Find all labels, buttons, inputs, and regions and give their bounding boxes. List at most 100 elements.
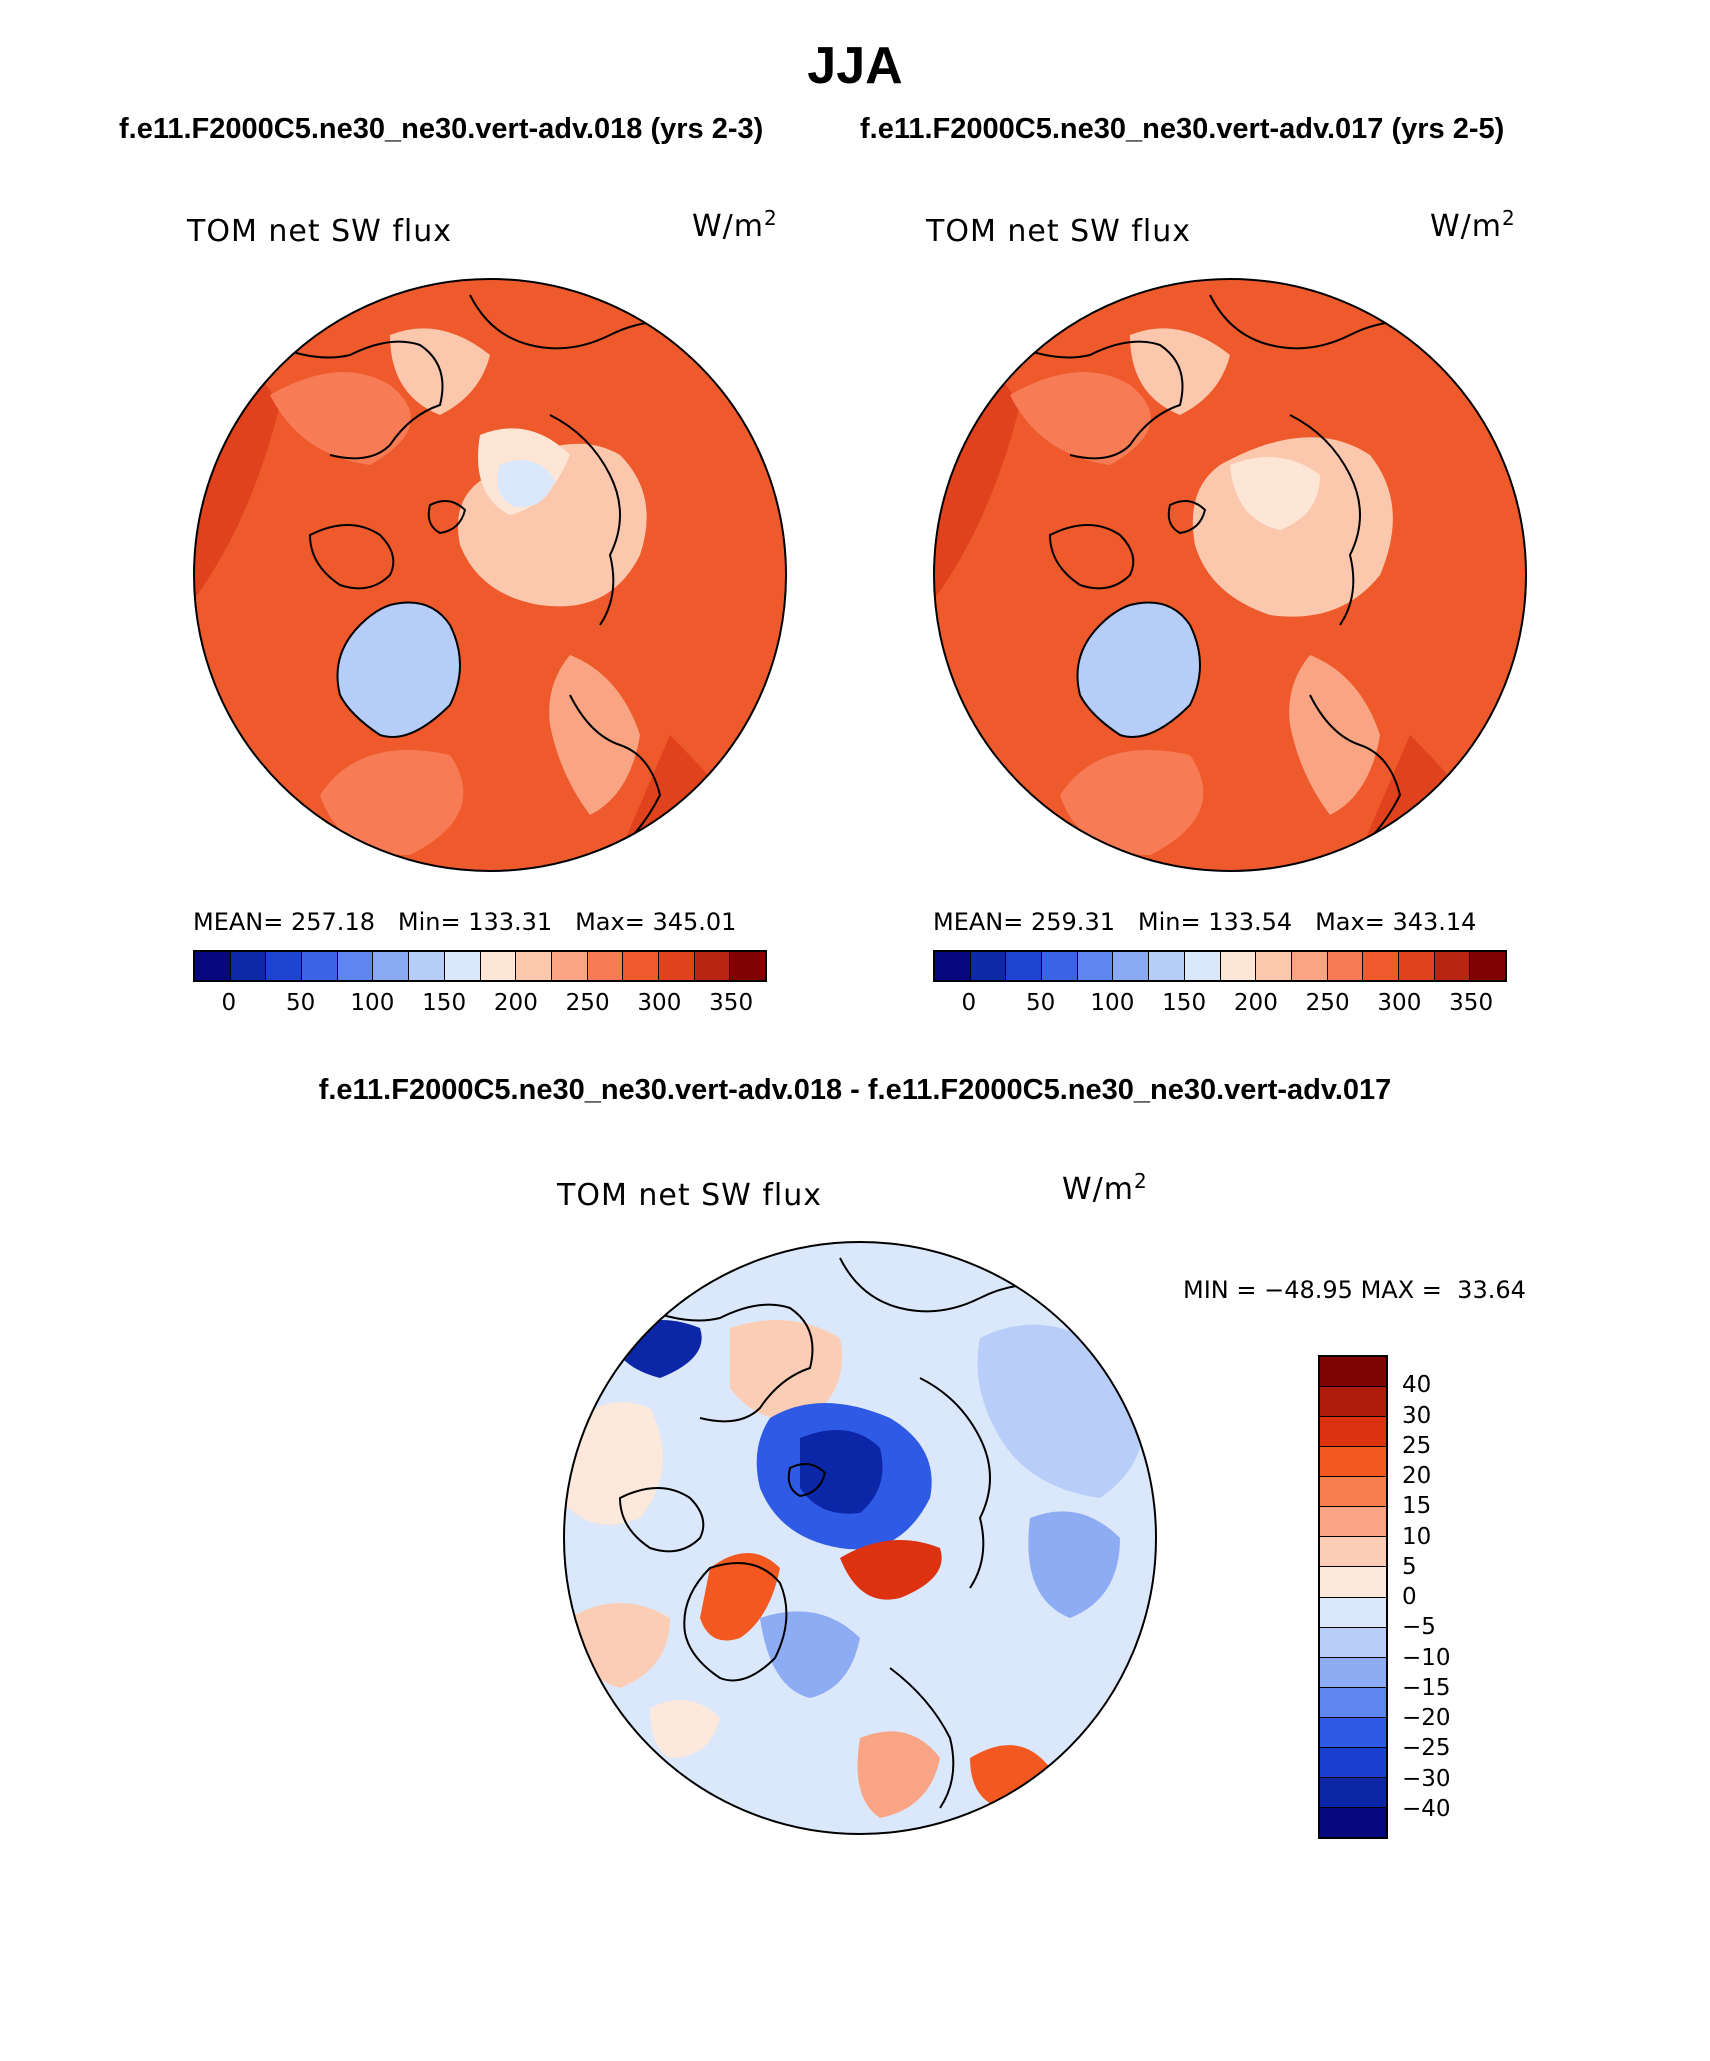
right-colorbar-box (1291, 952, 1328, 980)
diff-colorbar-ticks: 40 30 25 20 15 10 5 0 −5 −10 −15 −20 −25 −30 −40 (1394, 1355, 1514, 1839)
diff-colorbar-tick: 30 (1402, 1402, 1432, 1429)
left-colorbar-box (195, 952, 231, 980)
diff-colorbar-box (1320, 1537, 1386, 1568)
right-colorbar-ticks: 0 50 100 150 200 250 300 350 (933, 990, 1507, 1020)
right-stats: MEAN= 259.31 Min= 133.54 Max= 343.14 (933, 908, 1477, 936)
diff-colorbar-tick: −10 (1402, 1644, 1451, 1671)
left-colorbar-box (409, 952, 445, 980)
diff-colorbar-box (1320, 1687, 1386, 1718)
diff-colorbar-tick: 15 (1402, 1493, 1432, 1520)
left-colorbar-box (658, 952, 695, 980)
diff-colorbar-box (1320, 1717, 1386, 1748)
right-subtitle: f.e11.F2000C5.ne30_ne30.vert-adv.017 (yr… (860, 113, 1505, 145)
left-map-boundary (193, 278, 787, 872)
right-colorbar-box (1042, 952, 1078, 980)
diff-colorbar-box (1320, 1747, 1386, 1778)
diff-colorbar-tick: −25 (1402, 1735, 1451, 1762)
diff-min-max: MIN = −48.95 MAX = 33.64 (1183, 1276, 1526, 1304)
right-colorbar-tick: 250 (1305, 990, 1350, 1016)
right-colorbar-tick: 300 (1377, 990, 1422, 1016)
right-colorbar-box (1470, 952, 1505, 980)
diff-colorbar-tick: −30 (1402, 1765, 1451, 1792)
right-colorbar-box (1363, 952, 1399, 980)
left-stats: MEAN= 257.18 Min= 133.31 Max= 345.01 (193, 908, 737, 936)
left-panel-units: W/m2 (692, 206, 778, 244)
right-map-boundary (933, 278, 1527, 872)
left-polar-map (193, 278, 787, 872)
left-colorbar-box (551, 952, 588, 980)
diff-colorbar-box (1320, 1777, 1386, 1808)
left-colorbar-box (444, 952, 481, 980)
left-colorbar-tick: 300 (637, 990, 682, 1016)
right-colorbar-box (1327, 952, 1364, 980)
right-colorbar-box (1149, 952, 1185, 980)
diff-colorbar-tick: 10 (1402, 1523, 1432, 1550)
diff-colorbar-tick: 20 (1402, 1463, 1432, 1489)
difference-title: f.e11.F2000C5.ne30_ne30.vert-adv.018 - f… (318, 1074, 1392, 1106)
right-colorbar-box (970, 952, 1007, 980)
diff-panel-units: W/m2 (1062, 1169, 1148, 1207)
right-colorbar-box (1006, 952, 1043, 980)
left-colorbar-box (337, 952, 374, 980)
left-colorbar-box (480, 952, 517, 980)
right-colorbar-box (1220, 952, 1257, 980)
left-colorbar (193, 950, 767, 982)
right-colorbar-tick: 50 (1025, 990, 1056, 1016)
left-colorbar-box (302, 952, 338, 980)
right-colorbar (933, 950, 1507, 982)
right-colorbar-box (1113, 952, 1150, 980)
right-colorbar-tick: 100 (1090, 990, 1135, 1016)
diff-colorbar-tick: 25 (1402, 1432, 1432, 1459)
diff-colorbar-tick: 5 (1402, 1553, 1417, 1580)
right-colorbar-box (935, 952, 971, 980)
right-colorbar-box (1077, 952, 1114, 980)
left-panel-variable-label: TOM net SW flux (187, 214, 453, 249)
diff-colorbar-box (1320, 1447, 1386, 1478)
left-colorbar-box (694, 952, 731, 980)
right-colorbar-box (1256, 952, 1292, 980)
diff-colorbar-tick: −40 (1402, 1795, 1451, 1822)
diff-colorbar-box (1320, 1597, 1386, 1628)
left-colorbar-tick: 200 (493, 990, 538, 1016)
right-panel-variable-label: TOM net SW flux (926, 214, 1192, 249)
diff-polar-map (563, 1241, 1157, 1835)
right-polar-map (933, 278, 1527, 872)
diff-colorbar-box (1320, 1387, 1386, 1418)
right-colorbar-box (1434, 952, 1471, 980)
right-colorbar-tick: 150 (1162, 990, 1207, 1016)
diff-colorbar-tick: 0 (1402, 1584, 1417, 1610)
left-colorbar-tick: 350 (709, 990, 754, 1016)
diff-colorbar-tick: −5 (1402, 1614, 1436, 1641)
left-colorbar-box (266, 952, 303, 980)
left-colorbar-box (373, 952, 410, 980)
left-colorbar-tick: 150 (422, 990, 467, 1016)
diff-colorbar (1318, 1355, 1388, 1839)
diff-colorbar-tick: −15 (1402, 1674, 1451, 1701)
left-colorbar-box (587, 952, 624, 980)
left-subtitle: f.e11.F2000C5.ne30_ne30.vert-adv.018 (yr… (119, 113, 764, 145)
diff-colorbar-box (1320, 1627, 1386, 1658)
diff-colorbar-tick: 40 (1402, 1372, 1432, 1399)
right-colorbar-box (1398, 952, 1435, 980)
diff-colorbar-box (1320, 1657, 1386, 1688)
right-colorbar-box (1184, 952, 1221, 980)
left-colorbar-box (623, 952, 659, 980)
left-colorbar-ticks: 0 50 100 150 200 250 300 350 (193, 990, 767, 1020)
diff-map-boundary (563, 1241, 1157, 1835)
diff-colorbar-box (1320, 1507, 1386, 1538)
diff-colorbar-box (1320, 1357, 1386, 1388)
figure-title: JJA (807, 37, 903, 95)
left-colorbar-tick: 100 (350, 990, 395, 1016)
right-colorbar-tick: 0 (961, 990, 977, 1016)
left-colorbar-tick: 0 (221, 990, 237, 1016)
right-panel-units: W/m2 (1430, 206, 1516, 244)
diff-colorbar-box (1320, 1567, 1386, 1598)
diff-colorbar-box (1320, 1807, 1386, 1837)
diff-colorbar-box (1320, 1477, 1386, 1508)
diff-colorbar-tick: −20 (1402, 1705, 1451, 1731)
left-colorbar-box (730, 952, 765, 980)
left-colorbar-tick: 50 (285, 990, 316, 1016)
left-colorbar-tick: 250 (565, 990, 610, 1016)
diff-colorbar-box (1320, 1417, 1386, 1448)
left-colorbar-box (516, 952, 552, 980)
